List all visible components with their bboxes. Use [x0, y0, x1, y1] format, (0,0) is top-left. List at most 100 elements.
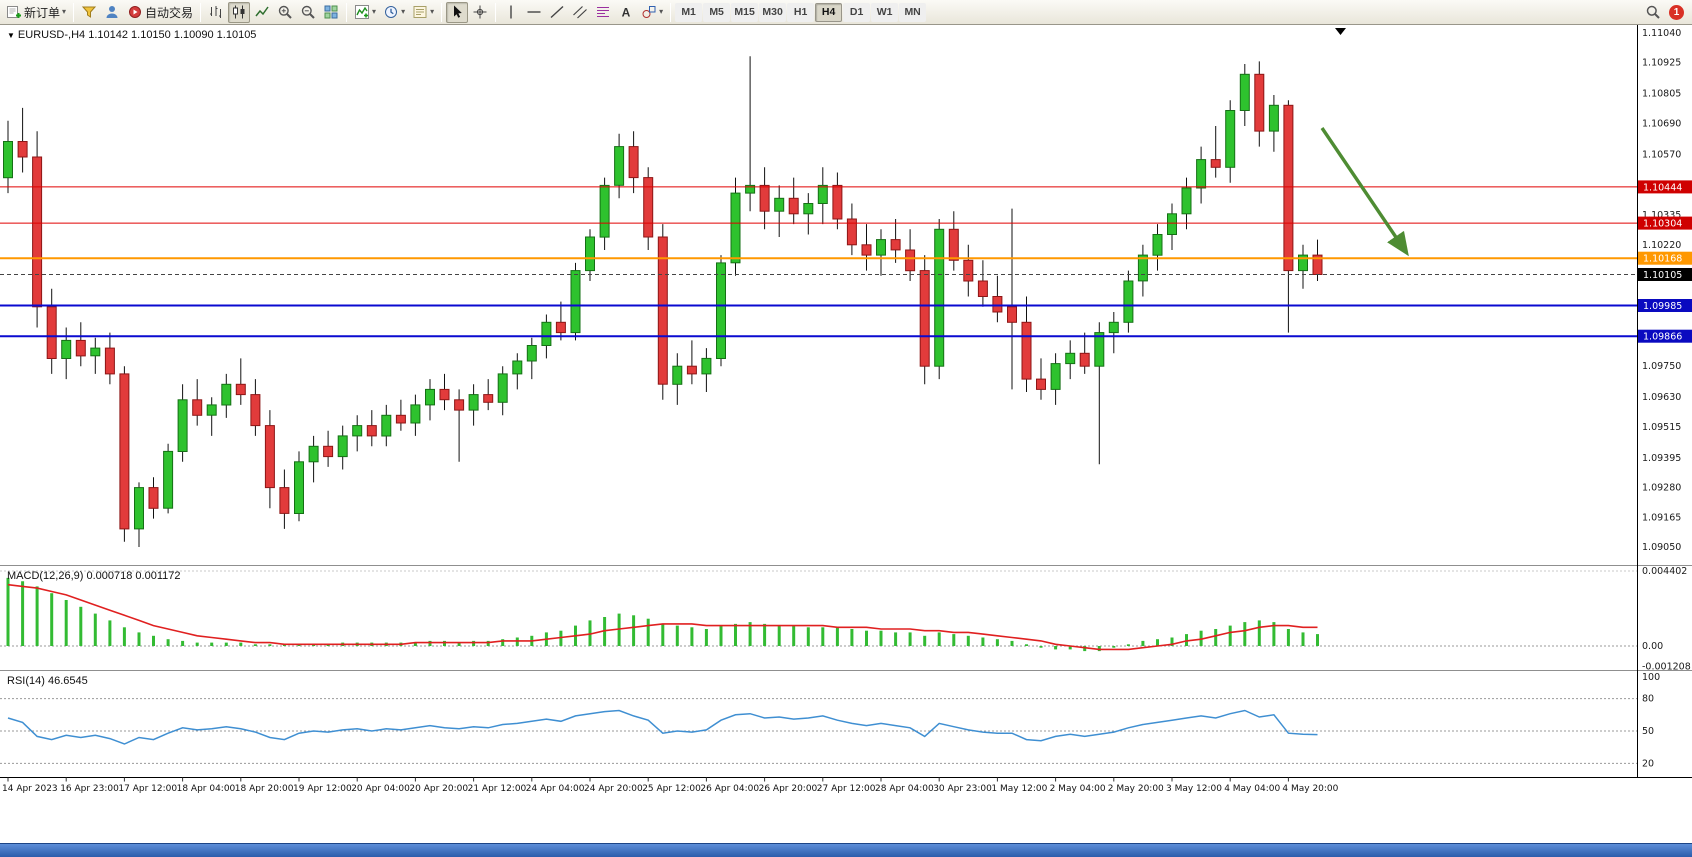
time-axis-label: 25 Apr 12:00 [642, 784, 701, 794]
chevron-down-icon: ▾ [401, 7, 406, 16]
zoom-out-icon [301, 5, 315, 19]
notification-badge[interactable]: 1 [1669, 4, 1684, 20]
current-price-tag-label: 1.10105 [1643, 270, 1682, 281]
macd-histogram [6, 577, 1319, 652]
price-axis[interactable]: 1.11040 1.10925 1.10805 1.10690 1.10570 1.103… [1642, 28, 1681, 553]
time-axis-label: 2 May 04:00 [1050, 784, 1106, 794]
rsi-axis-label: 100 [1642, 672, 1660, 683]
timeframe-m30-button[interactable]: M30 [759, 2, 787, 22]
chevron-down-icon: ▾ [372, 7, 377, 16]
zoom-in-button[interactable] [274, 2, 296, 23]
timeframe-w1-button[interactable]: W1 [871, 2, 899, 22]
timeframe-m5-button[interactable]: M5 [703, 2, 731, 22]
trendline-icon [550, 5, 564, 19]
horizontal-line-object[interactable]: 1.09866 [0, 329, 1692, 343]
panel-separator[interactable] [0, 565, 1692, 672]
price-axis-label: 1.09165 [1642, 512, 1681, 523]
price-axis-label: 1.11040 [1642, 28, 1681, 39]
candles [3, 56, 1323, 547]
autotrade-button[interactable]: 自动交易 [124, 2, 196, 23]
price-axis-label: 1.09515 [1642, 422, 1681, 433]
macd-signal-line [7, 583, 1318, 651]
time-axis-label: 17 Apr 12:00 [118, 784, 177, 794]
cursor-icon [454, 5, 462, 18]
trendline-tool-button[interactable] [546, 2, 568, 23]
new-order-label: 新订单 [24, 5, 61, 20]
price-tag-label: 1.09866 [1643, 332, 1682, 343]
market-depth-button[interactable] [101, 2, 123, 23]
bar-chart-button[interactable] [205, 2, 227, 23]
timeframe-m1-button[interactable]: M1 [675, 2, 703, 22]
chart-profile-button[interactable] [78, 2, 100, 23]
autotrade-label: 自动交易 [145, 5, 194, 20]
bar-chart-icon [210, 6, 222, 18]
macd-axis-label: 0.004402 [1642, 566, 1687, 577]
chart-canvas[interactable]: 1.11040 1.10925 1.10805 1.10690 1.10570 1.103… [0, 25, 1692, 843]
time-axis[interactable]: 14 Apr 2023 16 Apr 23:00 17 Apr 12:00 18 Ap… [2, 777, 1339, 795]
price-axis-label: 1.09280 [1642, 483, 1681, 494]
channel-icon [573, 6, 588, 19]
channel-tool-button[interactable] [569, 2, 591, 23]
price-axis-label: 1.09395 [1642, 453, 1681, 464]
horizontal-line-object[interactable]: 1.10168 [0, 251, 1692, 265]
current-price-line: 1.10105 [0, 268, 1692, 281]
line-chart-button[interactable] [251, 2, 273, 23]
text-icon: A [622, 6, 631, 20]
text-tool-button[interactable]: A [615, 2, 637, 23]
timeframe-m15-button[interactable]: M15 [731, 2, 759, 22]
chart-area[interactable]: 1.11040 1.10925 1.10805 1.10690 1.10570 1.103… [0, 25, 1692, 843]
horizontal-line-tool-button[interactable] [523, 2, 545, 23]
timeframe-h1-button[interactable]: H1 [787, 2, 815, 22]
rsi-indicator-label: RSI(14) 46.6545 [7, 675, 88, 687]
fibonacci-icon [597, 7, 610, 17]
indicators-icon [355, 5, 370, 19]
candlestick-chart-icon [233, 5, 245, 19]
periods-button[interactable]: ▾ [380, 2, 408, 23]
toolbar-separator [346, 2, 348, 22]
time-axis-label: 1 May 12:00 [991, 784, 1047, 794]
template-icon [413, 6, 427, 18]
zoom-out-button[interactable] [297, 2, 319, 23]
trend-arrow-annotation[interactable] [1320, 127, 1409, 257]
chart-shift-marker[interactable] [1335, 28, 1346, 35]
shapes-tool-button[interactable]: ▾ [638, 2, 666, 23]
search-icon [1646, 5, 1660, 19]
timeframe-h4-button[interactable]: H4 [815, 2, 843, 22]
new-order-button[interactable]: 新订单 ▾ [3, 2, 69, 23]
zoom-in-icon [278, 5, 292, 19]
status-bar [0, 843, 1692, 857]
price-axis-label: 1.09630 [1642, 392, 1681, 403]
templates-button[interactable]: ▾ [409, 2, 437, 23]
indicators-button[interactable]: ▾ [351, 2, 379, 23]
time-axis-label: 30 Apr 23:00 [933, 784, 992, 794]
price-tag-label: 1.09985 [1643, 301, 1682, 312]
price-axis-label: 1.10690 [1642, 118, 1681, 129]
timeframe-d1-button[interactable]: D1 [843, 2, 871, 22]
tile-windows-button[interactable] [320, 2, 342, 23]
funnel-icon [81, 6, 97, 18]
horizontal-line-object[interactable]: 1.10444 [0, 180, 1692, 194]
search-button[interactable] [1642, 2, 1664, 23]
horizontal-line-object[interactable]: 1.10304 [0, 216, 1692, 230]
timeframe-mn-button[interactable]: MN [899, 2, 927, 22]
shapes-icon [642, 6, 656, 18]
cursor-button[interactable] [446, 1, 469, 23]
horizontal-line-object[interactable]: 1.09985 [0, 299, 1692, 312]
crosshair-button[interactable] [469, 2, 491, 23]
time-axis-label: 26 Apr 20:00 [759, 784, 818, 794]
macd-axis-label: 0.00 [1642, 641, 1663, 652]
tile-windows-icon [324, 5, 338, 19]
price-axis-label: 1.10220 [1642, 240, 1681, 251]
candlestick-chart-button[interactable] [228, 1, 251, 23]
time-axis-label: 20 Apr 04:00 [351, 784, 410, 794]
time-axis-label: 14 Apr 2023 [2, 784, 58, 794]
time-axis-label: 28 Apr 04:00 [875, 784, 934, 794]
price-axis-label: 1.09050 [1642, 542, 1681, 553]
toolbar-separator [73, 2, 75, 22]
vertical-line-tool-button[interactable] [500, 2, 522, 23]
time-axis-label: 27 Apr 12:00 [817, 784, 876, 794]
fibonacci-tool-button[interactable] [592, 2, 614, 23]
time-axis-label: 24 Apr 04:00 [526, 784, 585, 794]
time-axis-label: 4 May 20:00 [1282, 784, 1338, 794]
rsi-axis-label: 80 [1642, 694, 1654, 705]
